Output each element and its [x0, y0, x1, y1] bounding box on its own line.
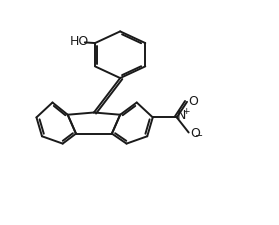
Text: O: O: [188, 95, 198, 108]
Text: O: O: [190, 127, 200, 140]
Text: −: −: [195, 130, 203, 141]
Text: HO: HO: [70, 36, 90, 48]
Text: +: +: [182, 107, 189, 116]
Text: N: N: [177, 109, 186, 122]
